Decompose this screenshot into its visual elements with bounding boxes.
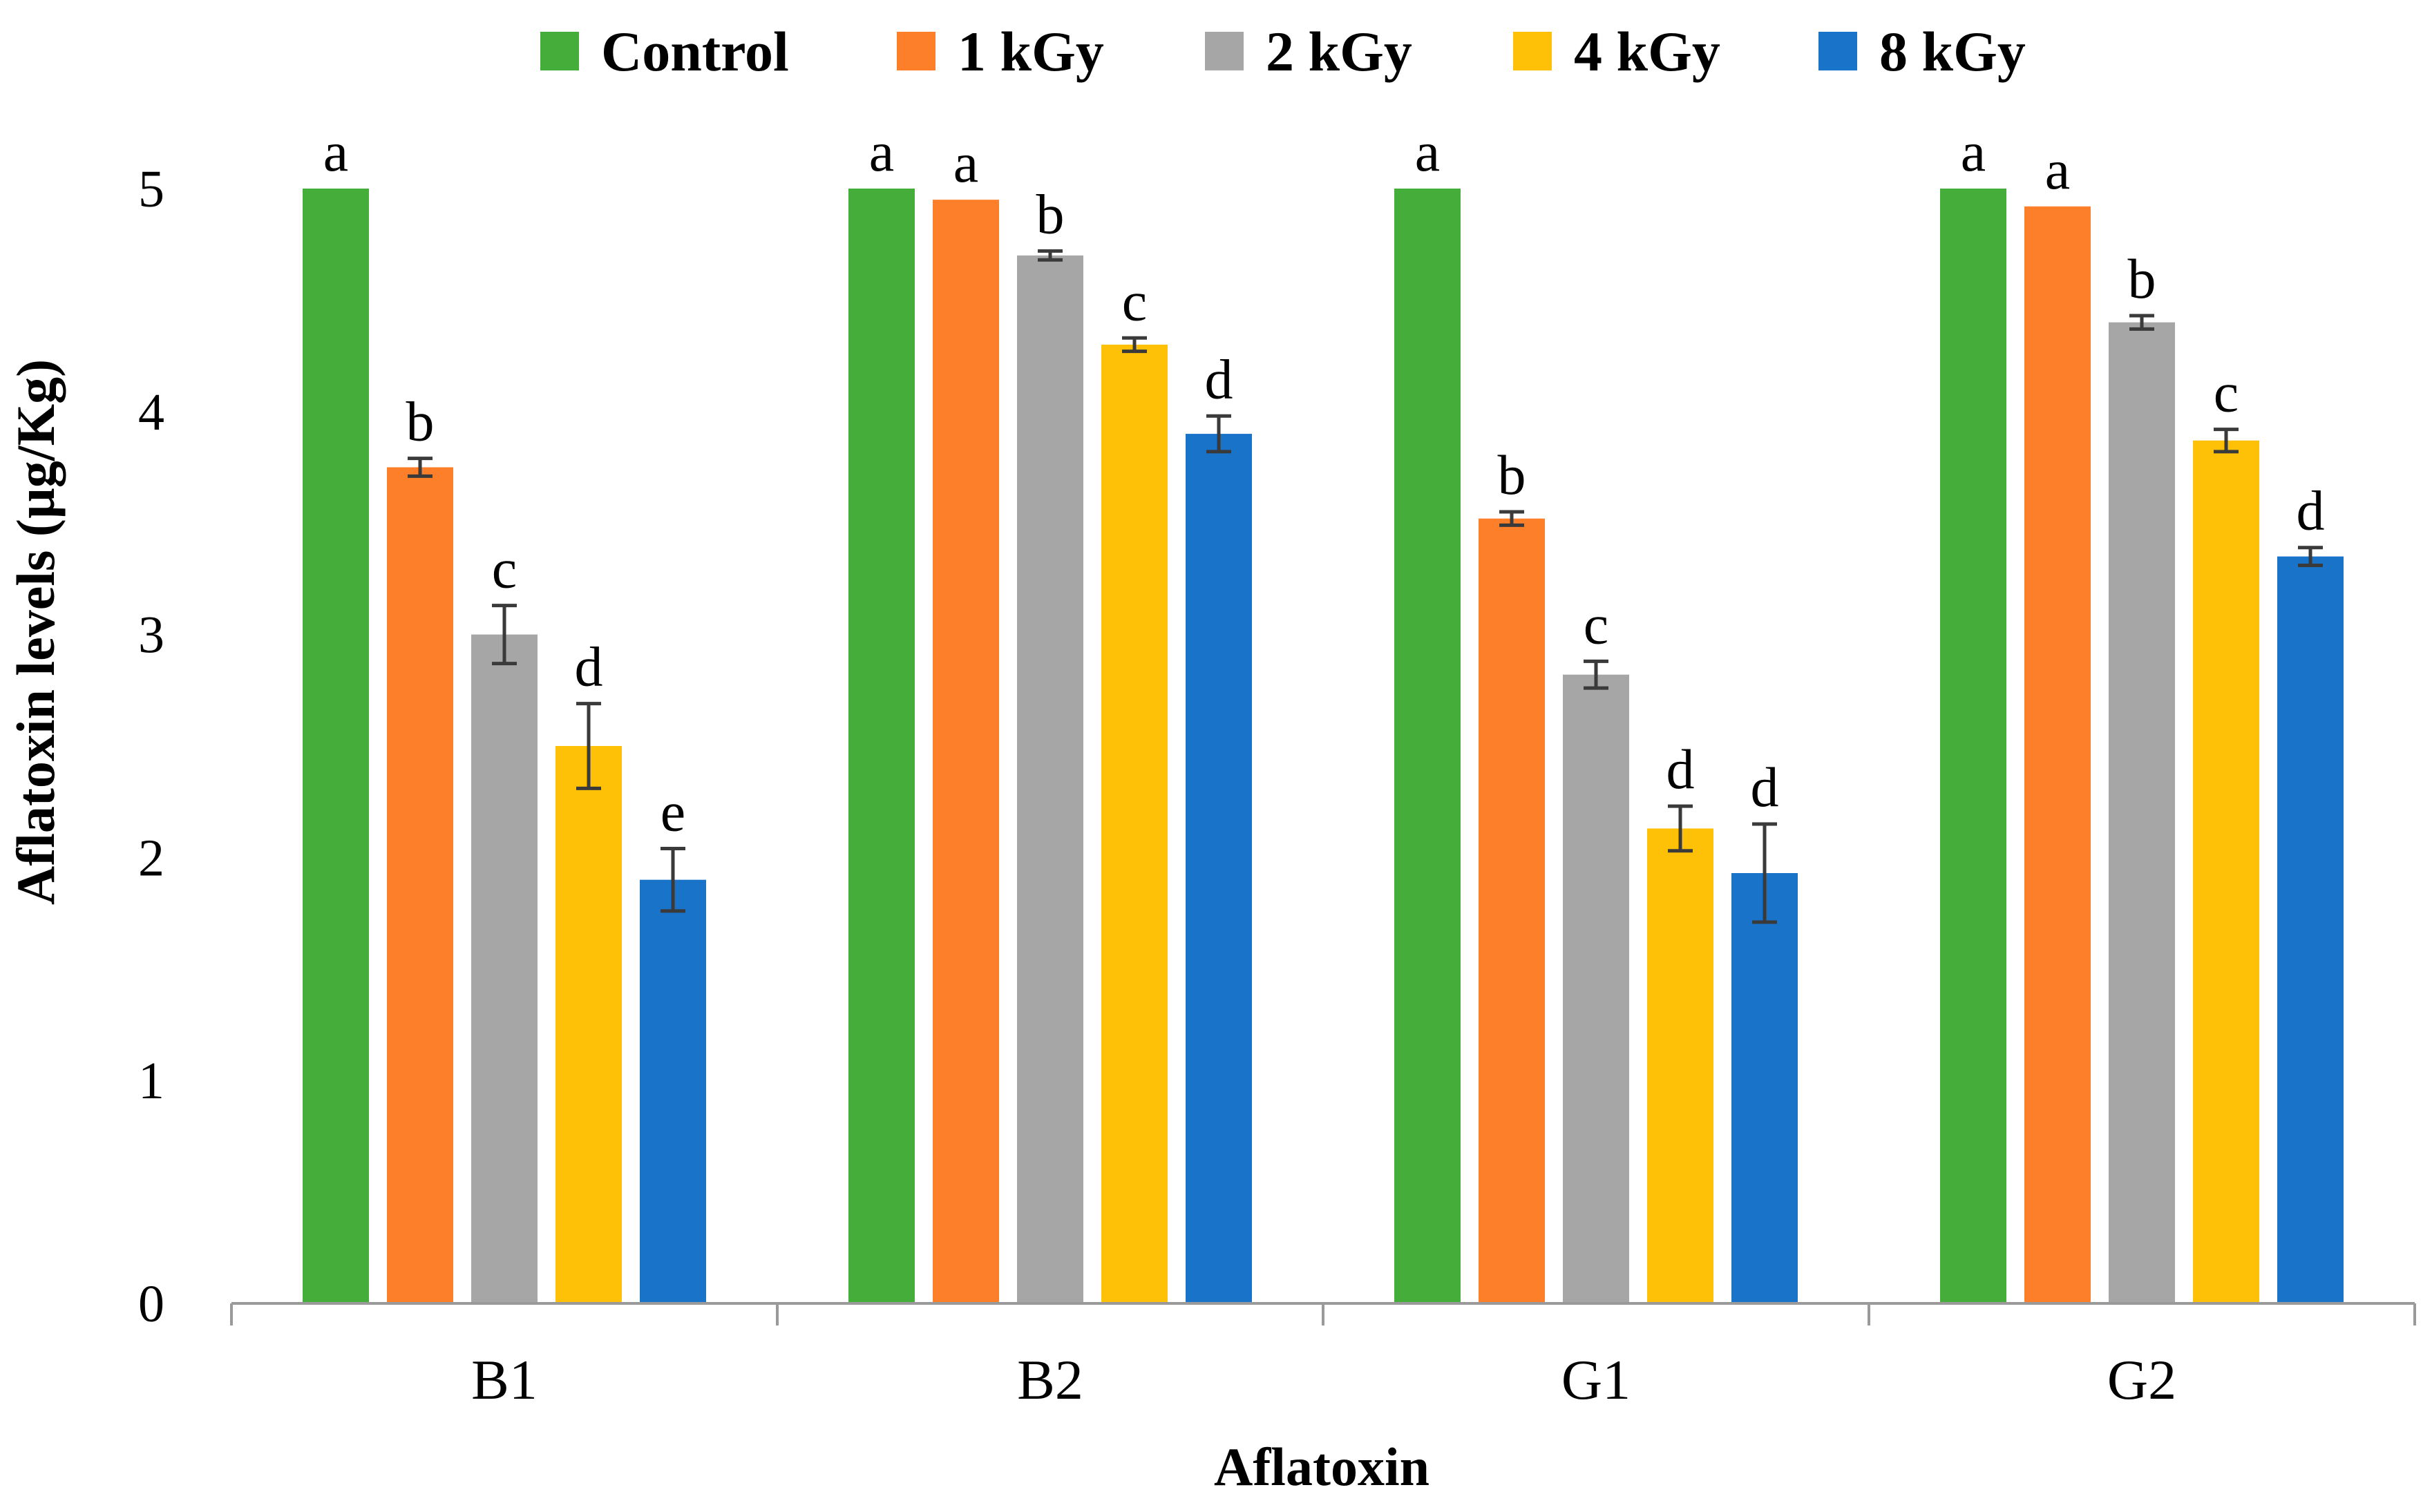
x-tick-label-G2: G2 [2107,1348,2176,1411]
bar-G1-4 [1647,828,1713,1303]
error-bar-G1-2 [1499,510,1524,527]
bar-B2-3 [1017,255,1083,1304]
bar-B2-1 [848,189,915,1303]
significance-letter-G2-2: a [2045,138,2070,201]
bar-B1-1 [303,189,369,1303]
error-bar-B1-5 [661,846,685,913]
significance-letter-B2-1: a [869,120,894,183]
significance-letter-B2-4: c [1122,269,1147,332]
legend-label-1: Control [601,20,789,83]
significance-letter-B2-5: d [1205,347,1233,410]
significance-letter-B1-2: b [406,390,435,453]
error-bar-G2-4 [2214,428,2239,454]
error-bar-B1-2 [408,457,433,478]
y-tick-label-2: 2 [138,829,164,887]
significance-letter-B1-3: c [492,537,517,600]
bar-B1-3 [471,634,538,1303]
bar-G1-2 [1479,518,1545,1303]
bar-G2-4 [2193,440,2259,1304]
significance-letter-G2-5: d [2297,479,2325,542]
significance-letter-G2-1: a [1961,120,1986,183]
bar-G2-3 [2109,322,2175,1304]
x-axis-label: Aflatoxin [1214,1437,1429,1497]
legend-swatch-3 [1205,32,1244,70]
significance-letter-B1-1: a [323,120,348,183]
bar-G2-2 [2024,206,2091,1304]
bar-B1-2 [387,467,453,1303]
x-tick-label-B1: B1 [471,1348,538,1411]
error-bar-B1-4 [576,702,601,790]
significance-letter-B1-4: d [575,635,603,698]
error-bar-G1-5 [1752,822,1777,924]
significance-letter-G1-3: c [1584,593,1608,655]
y-tick-label-3: 3 [138,606,164,664]
x-tick-label-B2: B2 [1017,1348,1083,1411]
error-bar-G2-3 [2129,314,2154,331]
error-bar-B2-5 [1206,414,1231,454]
bar-G2-5 [2277,556,2344,1303]
error-bar-G1-3 [1584,659,1608,690]
significance-letter-G1-4: d [1666,738,1695,801]
error-bar-G1-4 [1668,804,1693,853]
significance-letter-G2-3: b [2128,247,2156,310]
error-bar-B2-4 [1122,336,1147,354]
significance-letter-G1-5: d [1751,756,1779,819]
significance-letter-G1-2: b [1498,443,1526,506]
legend: Control 1 kGy 2 kGy 4 kGy 8 kGy [540,20,2026,83]
y-tick-label-1: 1 [138,1052,164,1110]
bar-G1-5 [1731,872,1798,1303]
y-tick-label-5: 5 [138,160,164,218]
x-tick-label-G1: G1 [1561,1348,1631,1411]
error-bar-B1-3 [492,604,517,666]
significance-letter-B2-2: a [953,131,978,194]
y-axis-label: Aflatoxin levels (µg/Kg) [6,359,66,905]
legend-label-2: 1 kGy [958,20,1104,83]
bar-G1-3 [1563,674,1629,1303]
y-tick-label-4: 4 [138,383,164,441]
legend-label-4: 4 kGy [1574,20,1720,83]
bar-G2-1 [1940,189,2006,1303]
legend-swatch-4 [1513,32,1552,70]
legend-swatch-2 [897,32,935,70]
legend-swatch-5 [1818,32,1857,70]
y-axis-ticks: 0 1 2 3 4 5 [138,160,164,1333]
legend-label-5: 8 kGy [1879,20,2026,83]
error-bar-G2-5 [2298,546,2323,568]
error-bar-B2-3 [1038,249,1063,262]
significance-letter-G2-4: c [2214,361,2239,424]
legend-label-3: 2 kGy [1266,20,1412,83]
y-tick-label-0: 0 [138,1275,164,1333]
legend-swatch-1 [540,32,579,70]
bar-B2-4 [1101,344,1168,1304]
significance-letter-B2-3: b [1036,182,1065,245]
bar-B1-4 [555,746,622,1303]
x-axis: B1 B2 G1 G2 [230,1302,2416,1411]
significance-letter-G1-1: a [1415,120,1440,183]
bar-B2-2 [933,200,999,1303]
significance-letter-B1-5: e [661,780,685,843]
bar-B1-5 [640,879,706,1303]
bar-G1-1 [1394,189,1461,1303]
bar-B2-5 [1186,434,1252,1303]
